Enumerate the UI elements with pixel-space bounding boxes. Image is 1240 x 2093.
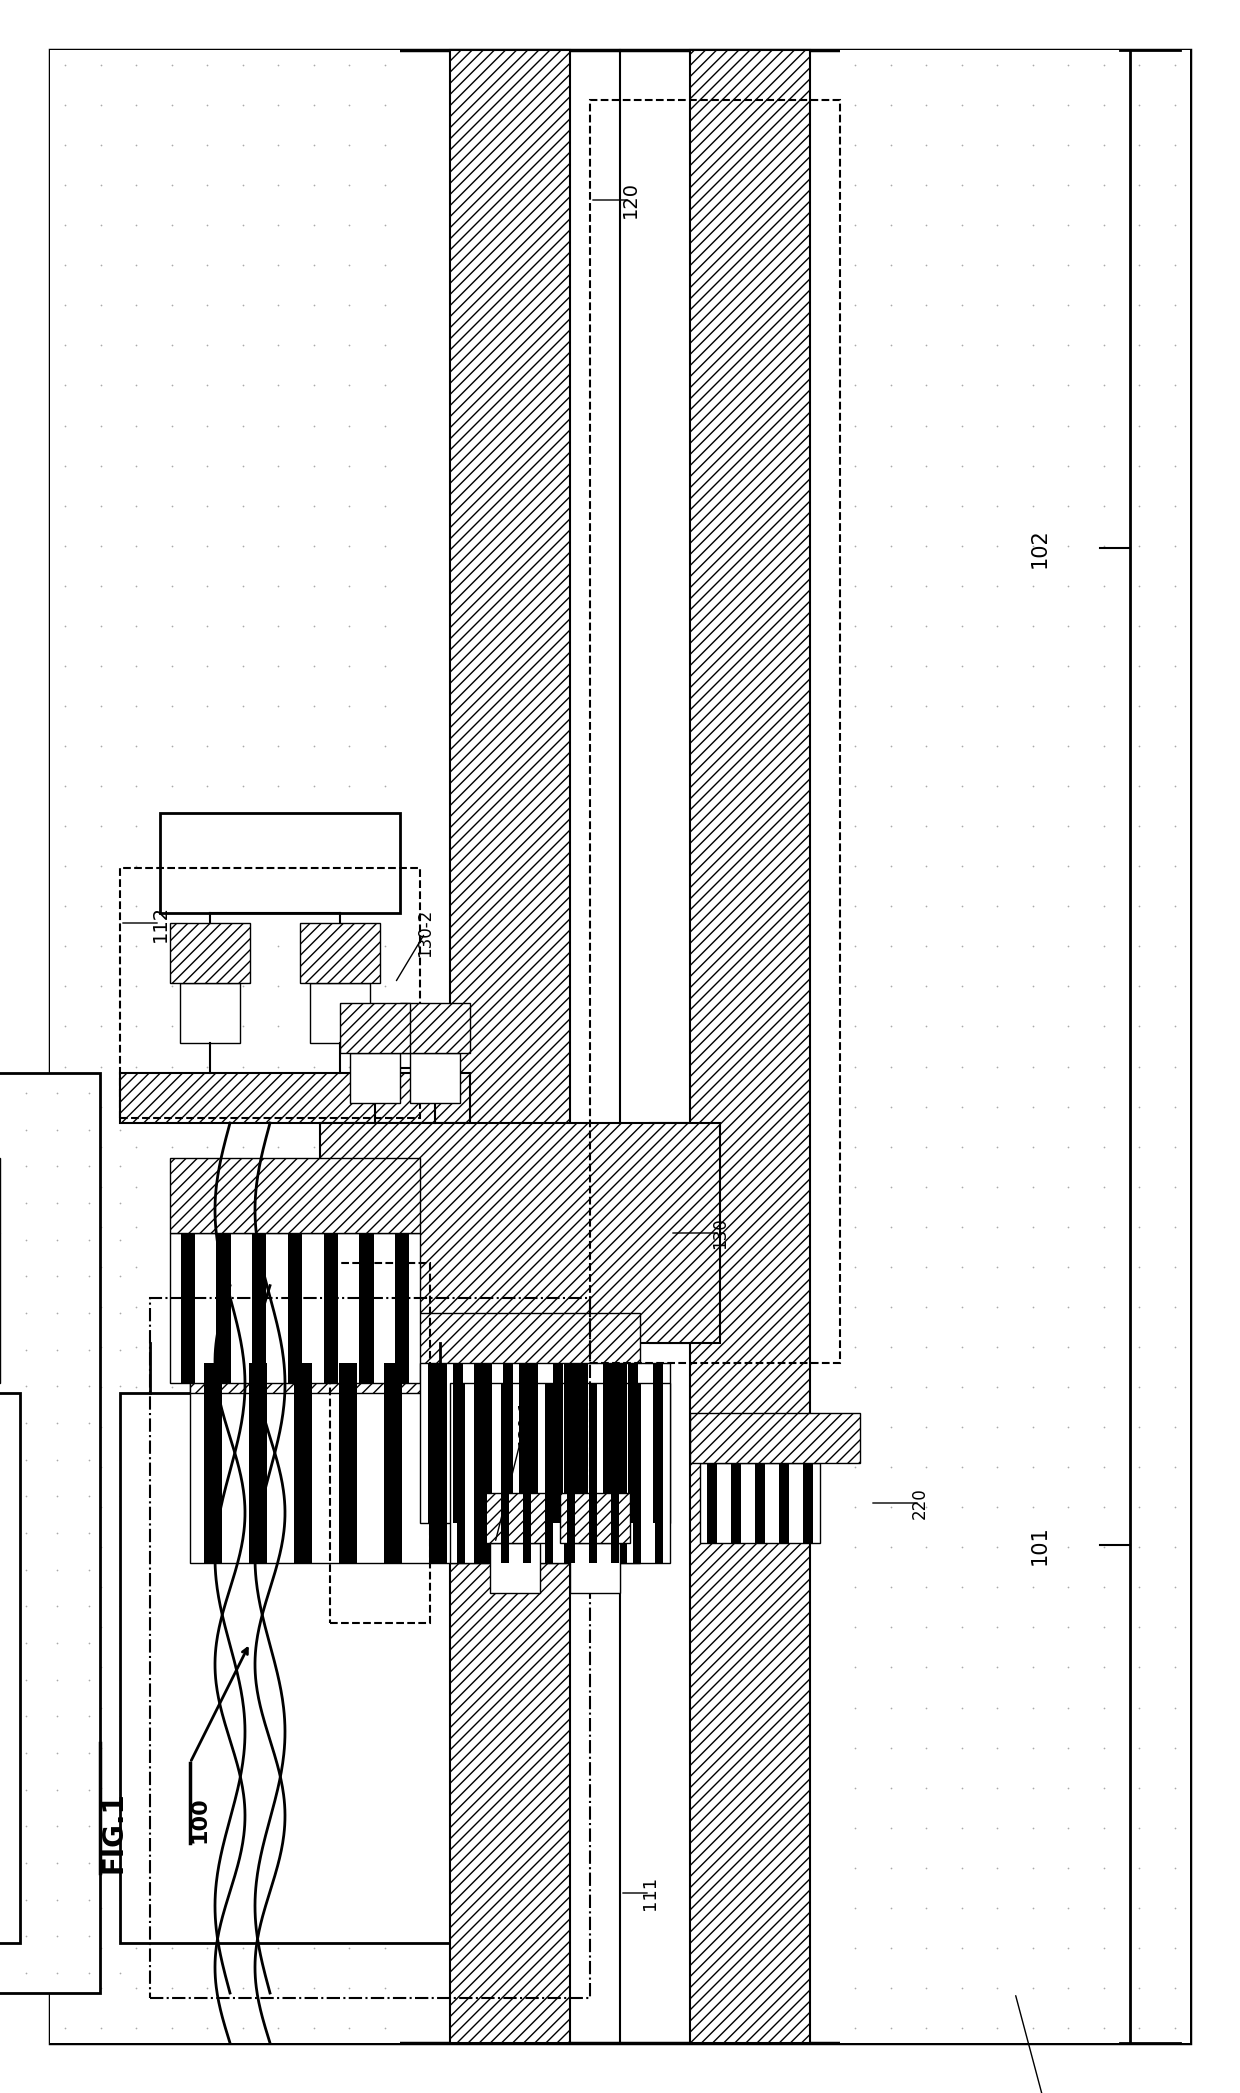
Bar xyxy=(567,1383,575,1563)
Bar xyxy=(578,1363,588,1524)
Bar xyxy=(320,1124,720,1344)
Bar xyxy=(755,1463,765,1543)
Bar xyxy=(330,1262,430,1622)
Bar xyxy=(420,1363,670,1524)
Bar xyxy=(324,1233,337,1383)
Bar xyxy=(248,1363,267,1563)
Bar xyxy=(50,50,401,2043)
Text: 130-2: 130-2 xyxy=(415,908,434,957)
Bar xyxy=(544,1383,553,1563)
Text: 112: 112 xyxy=(150,904,170,942)
Bar xyxy=(340,1003,410,1053)
Bar xyxy=(590,100,839,1363)
Bar xyxy=(350,1053,401,1103)
Bar xyxy=(429,1363,446,1563)
Bar xyxy=(252,1233,267,1383)
Bar xyxy=(150,1298,590,1999)
Bar xyxy=(650,1124,689,1344)
Bar xyxy=(190,1363,640,1563)
Bar xyxy=(490,1543,539,1593)
Bar xyxy=(401,1003,470,1053)
Bar xyxy=(383,1363,402,1563)
Bar xyxy=(170,1157,420,1233)
Bar xyxy=(689,50,810,2043)
Bar xyxy=(474,1363,491,1563)
Bar xyxy=(294,1363,311,1563)
Bar xyxy=(428,1363,438,1524)
Bar xyxy=(839,50,1190,2043)
Bar xyxy=(120,1394,470,1942)
Bar xyxy=(410,1053,460,1103)
Bar xyxy=(527,1363,537,1524)
Bar xyxy=(518,1363,537,1563)
Bar xyxy=(339,1363,357,1563)
Bar xyxy=(627,1363,637,1524)
Bar xyxy=(707,1463,717,1543)
Bar xyxy=(570,1543,620,1593)
Bar xyxy=(217,1233,231,1383)
Bar xyxy=(701,1463,820,1543)
Bar xyxy=(589,1383,598,1563)
Bar xyxy=(203,1363,222,1563)
Bar xyxy=(310,984,370,1042)
Bar xyxy=(603,1363,613,1524)
Bar xyxy=(190,1312,640,1394)
Bar xyxy=(450,1383,670,1563)
Bar xyxy=(804,1463,812,1543)
Text: 101: 101 xyxy=(1030,1526,1050,1566)
Bar xyxy=(456,1383,465,1563)
Bar xyxy=(560,1492,630,1543)
Bar xyxy=(0,1394,20,1942)
Bar xyxy=(655,1383,663,1563)
Bar xyxy=(522,1383,532,1563)
Bar xyxy=(632,1383,641,1563)
Bar xyxy=(300,923,379,984)
Bar xyxy=(450,50,570,2043)
Bar xyxy=(477,1363,487,1524)
Text: 100: 100 xyxy=(190,1796,210,1844)
Bar xyxy=(610,1383,620,1563)
Bar xyxy=(501,1383,510,1563)
Bar xyxy=(453,1363,463,1524)
Bar xyxy=(502,1363,512,1524)
Bar xyxy=(180,984,241,1042)
Bar xyxy=(652,1363,662,1524)
Text: FIG.1: FIG.1 xyxy=(100,1792,128,1873)
Bar xyxy=(170,923,250,984)
Bar xyxy=(170,1233,420,1383)
Text: 120: 120 xyxy=(620,182,640,218)
Bar xyxy=(553,1363,563,1524)
Bar xyxy=(779,1463,789,1543)
Bar xyxy=(288,1233,303,1383)
Bar xyxy=(160,812,401,913)
Text: 111: 111 xyxy=(641,1875,658,1911)
Bar xyxy=(563,1363,582,1563)
Bar xyxy=(120,1074,470,1124)
Bar xyxy=(396,1233,409,1383)
Bar xyxy=(732,1463,740,1543)
Bar xyxy=(479,1383,487,1563)
Bar xyxy=(480,1492,551,1543)
Text: 102: 102 xyxy=(1030,527,1050,567)
Bar xyxy=(609,1363,626,1563)
Bar xyxy=(181,1233,195,1383)
Text: 130-1: 130-1 xyxy=(516,1398,534,1446)
Text: 220: 220 xyxy=(911,1488,929,1520)
Bar xyxy=(360,1233,373,1383)
Bar xyxy=(120,869,420,1118)
Bar xyxy=(689,1413,861,1463)
Bar xyxy=(0,1074,100,1993)
Text: 130: 130 xyxy=(711,1218,729,1250)
